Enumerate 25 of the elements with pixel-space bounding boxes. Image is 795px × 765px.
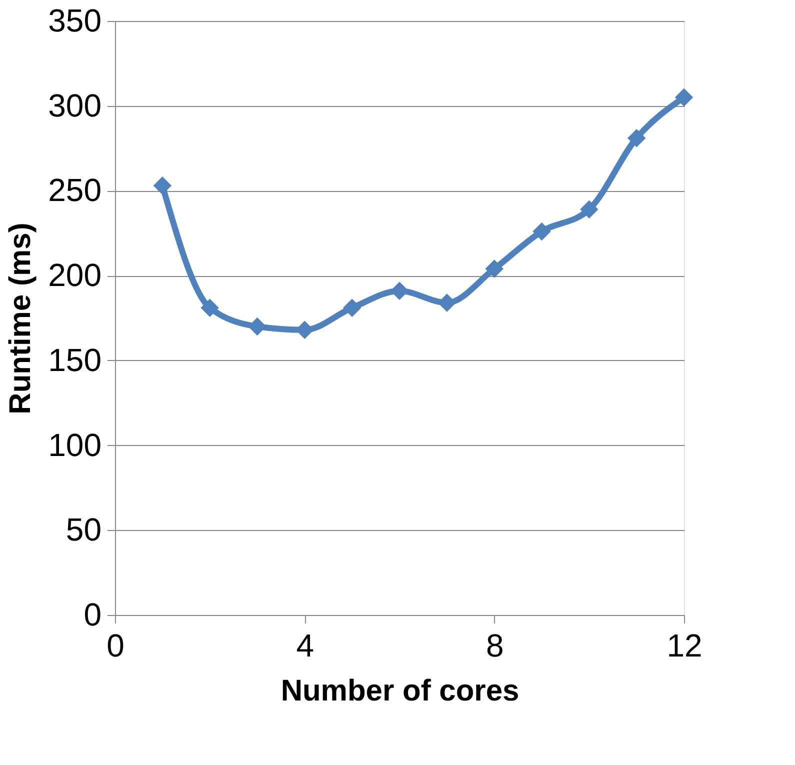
point xyxy=(390,282,408,300)
point xyxy=(532,222,551,240)
point xyxy=(486,260,504,278)
point xyxy=(675,88,693,106)
y-axis-title: Runtime (ms) xyxy=(4,222,38,414)
x-axis-title: Number of cores xyxy=(280,674,520,708)
y-tick-label: 50 xyxy=(66,512,102,548)
y-tick-label: 250 xyxy=(48,172,102,208)
point xyxy=(628,129,646,147)
x-tick-label: 4 xyxy=(296,628,314,664)
x-tick-label: 8 xyxy=(486,628,504,664)
y-tick-label: 0 xyxy=(84,596,102,632)
point xyxy=(343,299,361,317)
y-tick-label: 300 xyxy=(48,87,102,124)
point xyxy=(248,318,266,336)
point xyxy=(438,294,456,312)
y-tick-label: 350 xyxy=(48,2,102,38)
x-tick-label: 12 xyxy=(666,628,702,664)
x-tick-label: 0 xyxy=(106,628,124,664)
point xyxy=(154,176,172,194)
point xyxy=(580,200,598,218)
y-tick-label: 150 xyxy=(48,342,102,378)
y-tick-label: 100 xyxy=(48,426,102,463)
y-tick-label: 200 xyxy=(48,257,102,294)
point xyxy=(201,299,219,317)
